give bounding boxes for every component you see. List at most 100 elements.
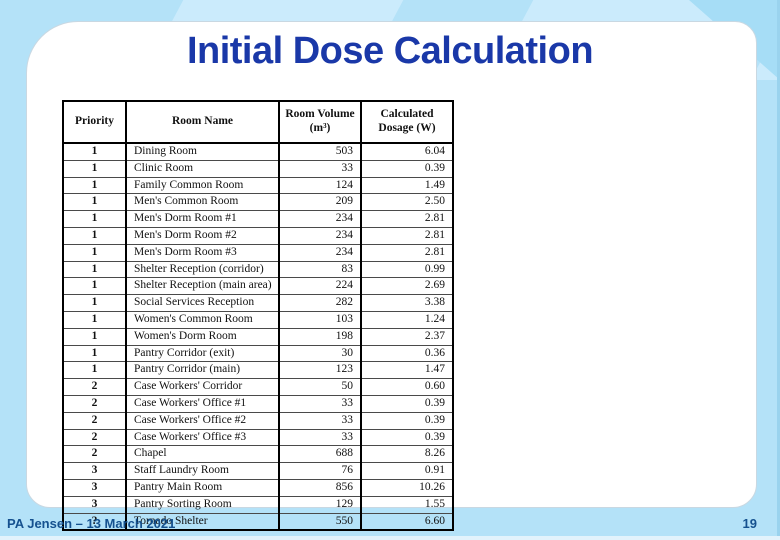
cell-volume: 76: [278, 462, 362, 480]
table-row: 1 Dining Room 503 6.04: [62, 142, 454, 161]
table-row: 1 Men's Dorm Room #1 234 2.81: [62, 210, 454, 228]
column-header-calculated-dosage: Calculated Dosage (W): [360, 100, 454, 144]
table-row: 1 Shelter Reception (main area) 224 2.69: [62, 277, 454, 295]
table-row: 1 Pantry Corridor (exit) 30 0.36: [62, 344, 454, 362]
cell-priority: 1: [62, 243, 127, 262]
cell-room: Men's Common Room: [125, 193, 280, 211]
table-row: 2 Chapel 688 8.26: [62, 445, 454, 463]
cell-volume: 550: [278, 512, 362, 531]
table-row: 1 Clinic Room 33 0.39: [62, 159, 454, 178]
table-row: 1 Men's Common Room 209 2.50: [62, 193, 454, 211]
cell-volume: 209: [278, 193, 362, 211]
cell-room: Case Workers' Corridor: [125, 378, 280, 396]
column-header-priority: Priority: [62, 100, 127, 144]
table-row: 2 Case Workers' Corridor 50 0.60: [62, 378, 454, 396]
cell-volume: 33: [278, 394, 362, 413]
cell-priority: 1: [62, 176, 127, 194]
cell-room: Shelter Reception (corridor): [125, 260, 280, 278]
cell-priority: 2: [62, 411, 127, 430]
page-number: 19: [742, 516, 757, 531]
cell-room: Tornado Shelter: [125, 512, 280, 531]
table-row: 1 Women's Common Room 103 1.24: [62, 310, 454, 329]
cell-volume: 123: [278, 361, 362, 379]
table-row: 1 Family Common Room 124 1.49: [62, 176, 454, 194]
cell-room: Case Workers' Office #2: [125, 411, 280, 430]
cell-volume: 33: [278, 159, 362, 178]
cell-volume: 234: [278, 243, 362, 262]
cell-dosage: 0.60: [360, 378, 454, 396]
cell-room: Pantry Main Room: [125, 478, 280, 497]
cell-room: Pantry Corridor (main): [125, 361, 280, 379]
cell-volume: 198: [278, 327, 362, 346]
cell-volume: 124: [278, 176, 362, 194]
cell-room: Dining Room: [125, 142, 280, 161]
footer-author-date: PA Jensen – 13 March 2021: [7, 516, 176, 531]
cell-priority: 2: [62, 445, 127, 463]
cell-room: Pantry Corridor (exit): [125, 344, 280, 362]
column-header-room-volume: Room Volume (m³): [278, 100, 362, 144]
cell-dosage: 1.55: [360, 495, 454, 514]
cell-dosage: 1.49: [360, 176, 454, 194]
cell-dosage: 2.37: [360, 327, 454, 346]
cell-volume: 234: [278, 210, 362, 228]
cell-room: Men's Dorm Room #2: [125, 226, 280, 245]
table-row: 1 Social Services Reception 282 3.38: [62, 294, 454, 312]
cell-dosage: 3.38: [360, 294, 454, 312]
cell-dosage: 1.24: [360, 310, 454, 329]
cell-dosage: 1.47: [360, 361, 454, 379]
cell-dosage: 0.91: [360, 462, 454, 480]
cell-volume: 33: [278, 411, 362, 430]
cell-dosage: 2.50: [360, 193, 454, 211]
table-row: 3 Pantry Main Room 856 10.26: [62, 478, 454, 497]
cell-priority: 2: [62, 378, 127, 396]
cell-volume: 83: [278, 260, 362, 278]
cell-priority: ?: [62, 512, 127, 531]
slide-right-edge: [777, 0, 780, 540]
cell-priority: 1: [62, 159, 127, 178]
cell-dosage: 0.39: [360, 411, 454, 430]
column-header-room-name: Room Name: [125, 100, 280, 144]
cell-volume: 688: [278, 445, 362, 463]
cell-volume: 50: [278, 378, 362, 396]
cell-priority: 1: [62, 361, 127, 379]
cell-dosage: 2.81: [360, 210, 454, 228]
cell-priority: 1: [62, 327, 127, 346]
cell-priority: 1: [62, 344, 127, 362]
cell-room: Pantry Sorting Room: [125, 495, 280, 514]
slide-bottom-edge: [0, 536, 780, 540]
table-row: 2 Case Workers' Office #1 33 0.39: [62, 394, 454, 413]
dose-calculation-table: Priority Room Name Room Volume (m³) Calc…: [62, 100, 454, 532]
table-row: 1 Shelter Reception (corridor) 83 0.99: [62, 260, 454, 278]
table-row: 1 Men's Dorm Room #2 234 2.81: [62, 226, 454, 245]
cell-room: Family Common Room: [125, 176, 280, 194]
cell-volume: 503: [278, 142, 362, 161]
table-row: 1 Pantry Corridor (main) 123 1.47: [62, 361, 454, 379]
cell-dosage: 0.36: [360, 344, 454, 362]
cell-room: Staff Laundry Room: [125, 462, 280, 480]
table-row: 3 Pantry Sorting Room 129 1.55: [62, 495, 454, 514]
table-row: 1 Women's Dorm Room 198 2.37: [62, 327, 454, 346]
cell-room: Men's Dorm Room #3: [125, 243, 280, 262]
cell-volume: 282: [278, 294, 362, 312]
cell-priority: 2: [62, 428, 127, 446]
cell-room: Social Services Reception: [125, 294, 280, 312]
cell-room: Case Workers' Office #3: [125, 428, 280, 446]
cell-volume: 129: [278, 495, 362, 514]
table-header-row: Priority Room Name Room Volume (m³) Calc…: [62, 100, 454, 144]
cell-dosage: 0.99: [360, 260, 454, 278]
slide-title: Initial Dose Calculation: [186, 30, 594, 72]
cell-volume: 224: [278, 277, 362, 295]
cell-dosage: 2.81: [360, 243, 454, 262]
cell-room: Chapel: [125, 445, 280, 463]
table-header: Priority Room Name Room Volume (m³) Calc…: [62, 100, 454, 144]
cell-room: Clinic Room: [125, 159, 280, 178]
cell-dosage: 8.26: [360, 445, 454, 463]
cell-priority: 3: [62, 478, 127, 497]
cell-priority: 3: [62, 462, 127, 480]
cell-dosage: 0.39: [360, 428, 454, 446]
cell-dosage: 2.81: [360, 226, 454, 245]
table-row: 3 Staff Laundry Room 76 0.91: [62, 462, 454, 480]
table-row: 2 Case Workers' Office #3 33 0.39: [62, 428, 454, 446]
cell-priority: 3: [62, 495, 127, 514]
